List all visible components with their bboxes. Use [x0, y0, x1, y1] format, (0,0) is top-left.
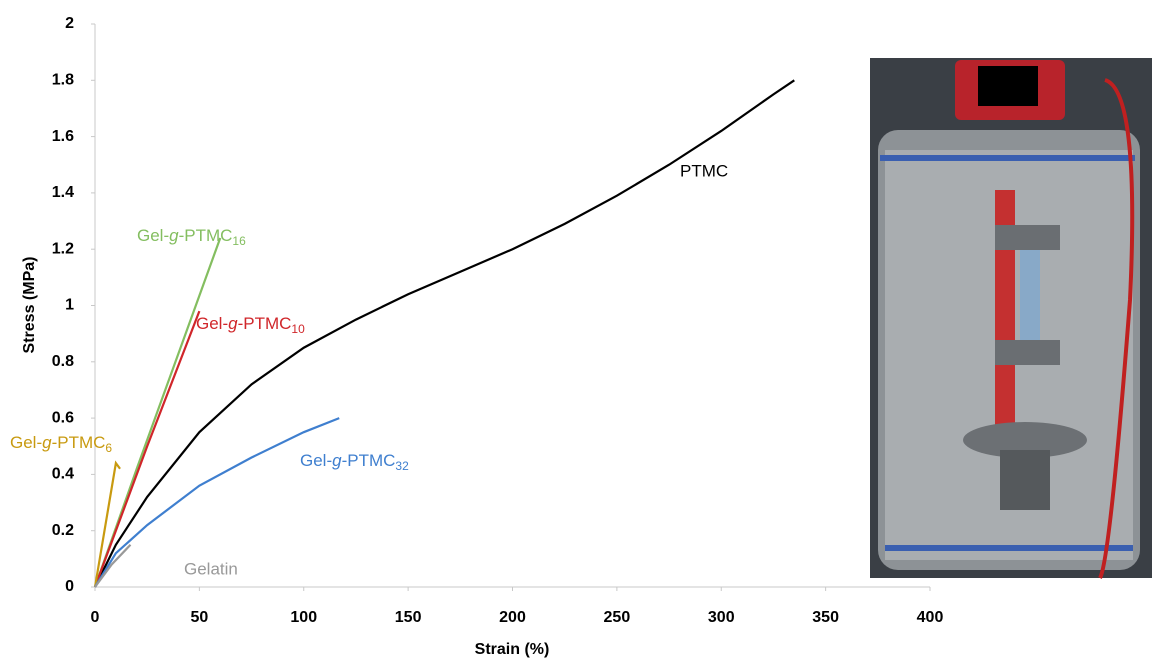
x-tick-label: 350 [812, 609, 839, 626]
series-label: Gel-g-PTMC16 [137, 226, 246, 248]
y-tick-label: 0 [65, 578, 74, 595]
series-line [94, 417, 340, 588]
y-tick-label: 2 [65, 15, 74, 32]
series-label: Gel-g-PTMC10 [196, 314, 305, 336]
x-tick-label: 300 [708, 609, 735, 626]
x-tick-label: 100 [290, 609, 317, 626]
x-tick-label: 250 [604, 609, 631, 626]
series-line [94, 79, 795, 588]
photo [870, 58, 1152, 579]
x-tick-label: 200 [499, 609, 526, 626]
y-tick-label: 1.2 [52, 240, 74, 257]
x-tick-label: 0 [91, 609, 100, 626]
x-tick-label: 400 [917, 609, 944, 626]
series-line [93, 310, 201, 588]
y-tick-label: 0.8 [52, 353, 74, 370]
y-tick-label: 0.2 [52, 522, 74, 539]
series-label: Gelatin [184, 559, 238, 578]
series-label: Gel-g-PTMC6 [10, 433, 112, 455]
y-tick-label: 1.4 [52, 184, 74, 201]
series-line [93, 460, 121, 588]
series-line [94, 544, 132, 588]
y-tick-label: 1 [65, 297, 74, 314]
y-tick-label: 0.4 [52, 466, 74, 483]
y-tick-label: 1.8 [52, 72, 74, 89]
y-axis-title: Stress (MPa) [21, 257, 38, 354]
x-axis-title: Strain (%) [475, 641, 550, 658]
y-tick-label: 1.6 [52, 128, 74, 145]
y-tick-label: 0.6 [52, 409, 74, 426]
x-tick-label: 50 [190, 609, 208, 626]
series-label: PTMC [680, 161, 728, 180]
x-tick-label: 150 [395, 609, 422, 626]
series-label: Gel-g-PTMC32 [300, 451, 409, 473]
